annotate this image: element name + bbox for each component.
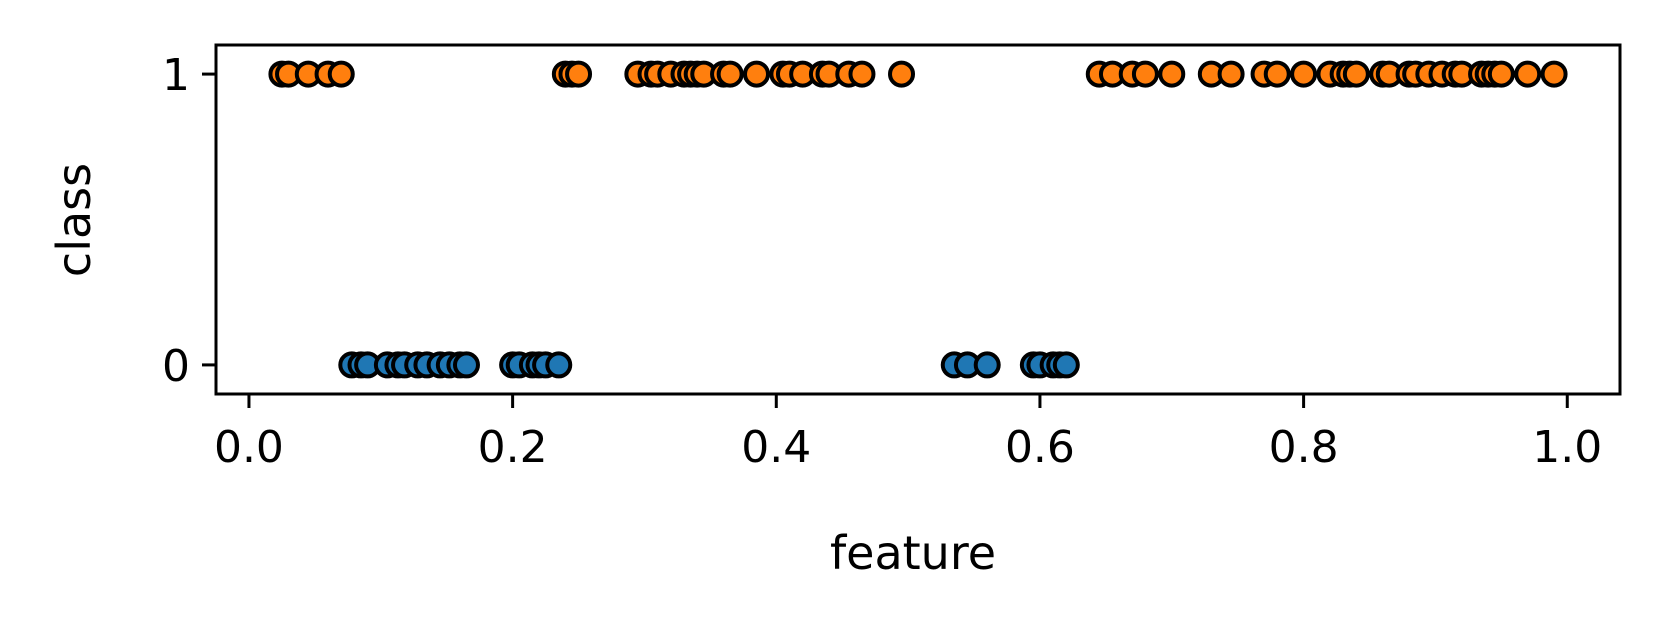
data-point <box>848 60 876 88</box>
data-point <box>1158 60 1186 88</box>
plot-frame <box>214 43 1622 396</box>
x-tick-label: 0.4 <box>741 422 811 473</box>
data-point <box>565 60 593 88</box>
x-tick-label: 0.8 <box>1269 422 1339 473</box>
x-tick-label: 0.2 <box>478 422 548 473</box>
data-point <box>888 60 916 88</box>
data-point <box>1290 60 1318 88</box>
data-point <box>1540 60 1568 88</box>
data-point <box>327 60 355 88</box>
data-point <box>1263 60 1291 88</box>
x-tick-label: 0.0 <box>214 422 284 473</box>
y-tick-label: 1 <box>162 50 190 101</box>
points-layer <box>268 60 1568 379</box>
axes-layer: 0.0 0.2 0.4 0.6 0.8 1.0 0 1 <box>162 43 1622 473</box>
data-point <box>1342 60 1370 88</box>
x-axis-label: feature <box>830 526 996 580</box>
data-point <box>1131 60 1159 88</box>
data-point <box>716 60 744 88</box>
data-point <box>1217 60 1245 88</box>
y-axis-label: class <box>47 163 101 277</box>
x-tick-label: 0.6 <box>1005 422 1075 473</box>
data-point <box>743 60 771 88</box>
data-point <box>545 351 573 379</box>
data-point <box>1052 351 1080 379</box>
data-point <box>1487 60 1515 88</box>
data-point <box>1514 60 1542 88</box>
x-tick-label: 1.0 <box>1532 422 1602 473</box>
data-point <box>973 351 1001 379</box>
y-tick-label: 0 <box>162 341 190 392</box>
data-point <box>452 351 480 379</box>
